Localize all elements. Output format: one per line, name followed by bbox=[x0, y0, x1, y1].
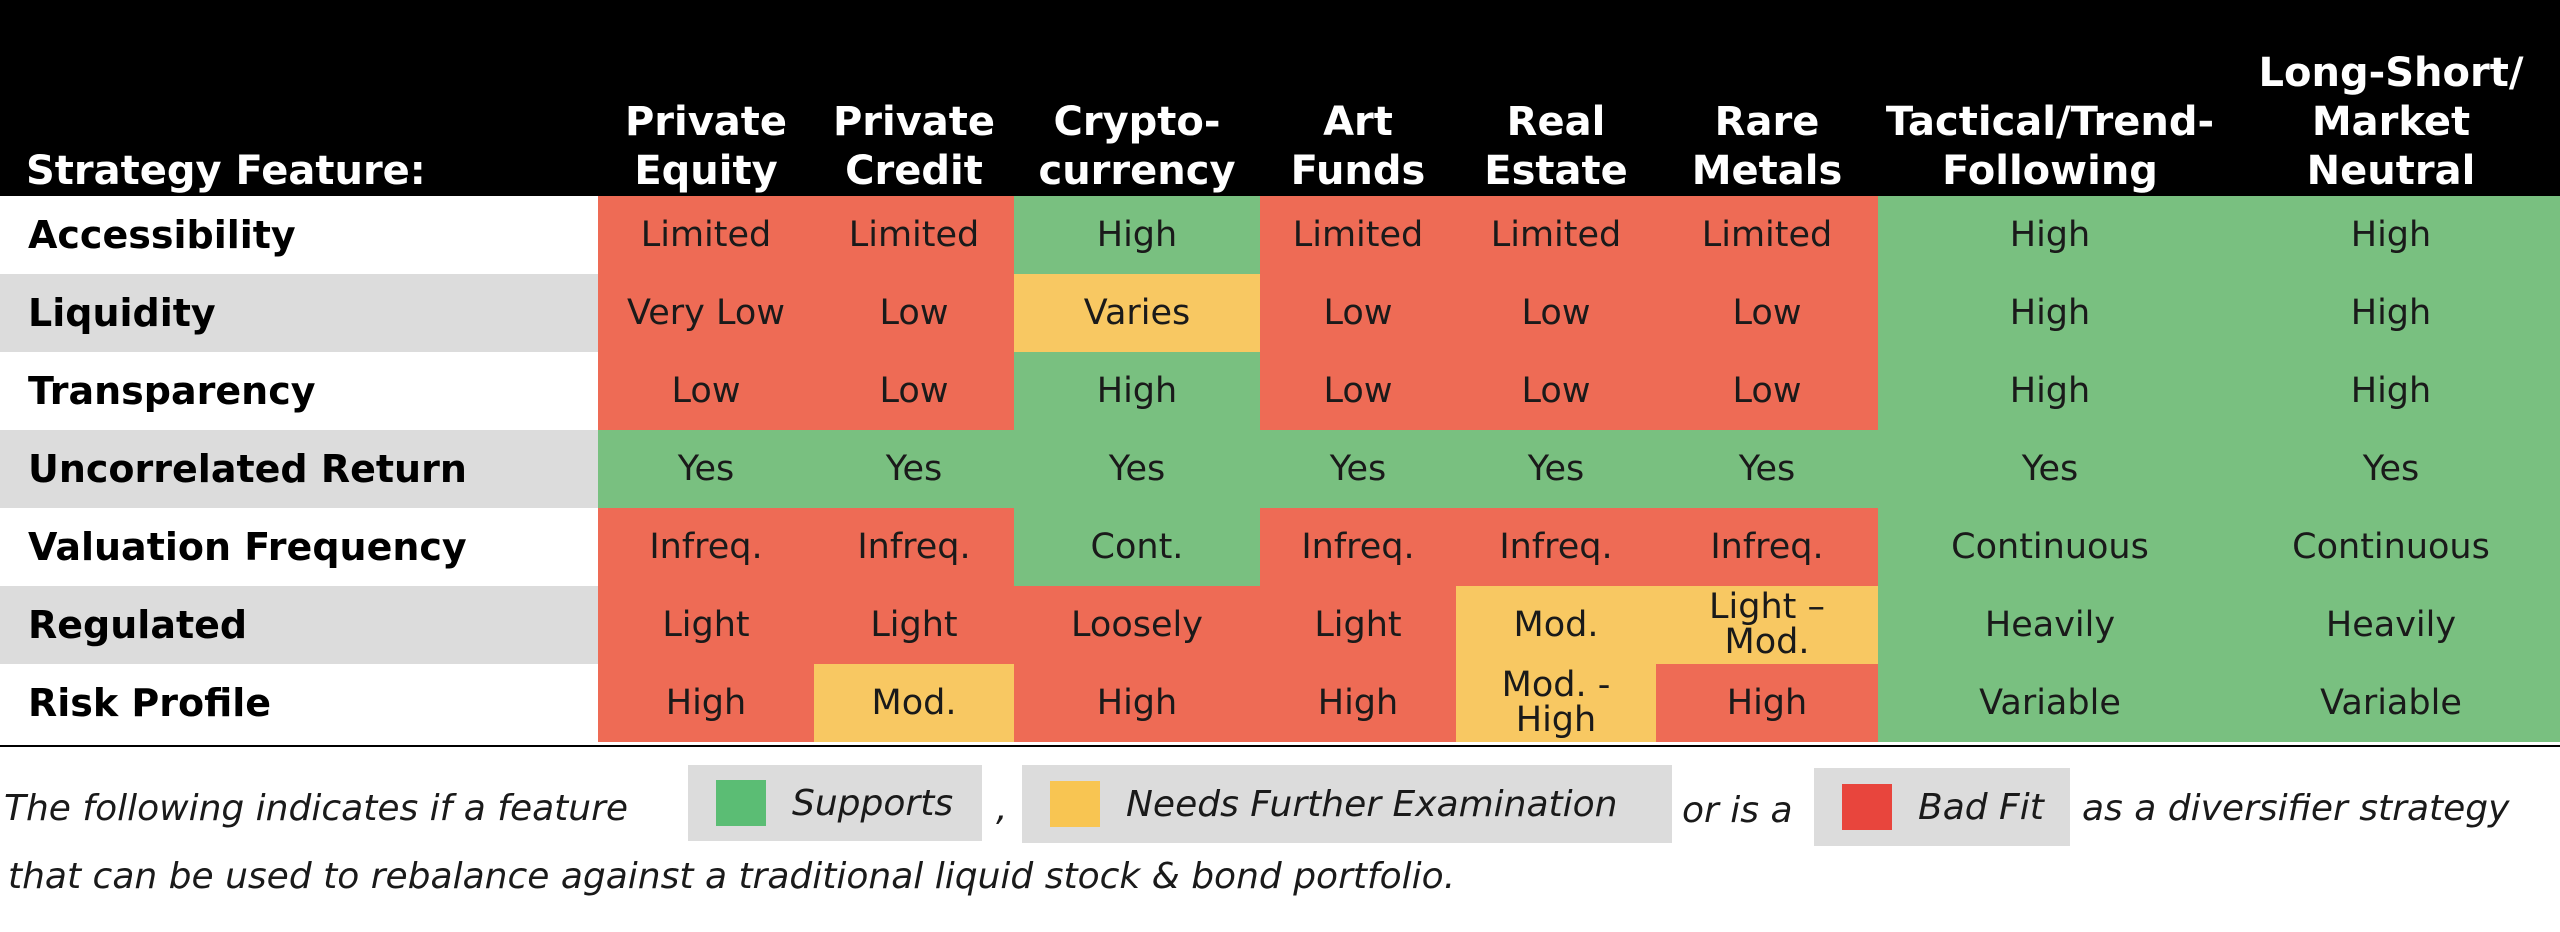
table-cell: Yes bbox=[1014, 430, 1260, 508]
table-cell: Light bbox=[598, 586, 814, 664]
column-header-private-equity: Private Equity bbox=[624, 99, 788, 194]
column-header-crypto-currency: Crypto- currency bbox=[1038, 99, 1236, 194]
row-label: Uncorrelated Return bbox=[0, 430, 598, 508]
table-cell: Yes bbox=[2222, 430, 2560, 508]
table-cell: Low bbox=[1260, 352, 1456, 430]
table-cell: High bbox=[1014, 352, 1260, 430]
table-cell: Yes bbox=[814, 430, 1014, 508]
supports-swatch bbox=[716, 780, 766, 826]
legend-comma: , bbox=[996, 788, 1008, 829]
table-cell: Infreq. bbox=[814, 508, 1014, 586]
table-cell: Low bbox=[1456, 352, 1656, 430]
table-cell: Loosely bbox=[1014, 586, 1260, 664]
column-header-rare-metals: Rare Metals bbox=[1691, 99, 1843, 194]
table-cell: Yes bbox=[1878, 430, 2222, 508]
table-cell: High bbox=[1260, 664, 1456, 742]
table-row: Valuation Frequency Infreq. Infreq. Cont. In… bbox=[0, 508, 2560, 586]
table-cell: High bbox=[1014, 664, 1260, 742]
table-cell: Yes bbox=[1456, 430, 1656, 508]
table-cell: Limited bbox=[1456, 196, 1656, 274]
table-row: Uncorrelated Return Yes Yes Yes Yes Yes Yes Yes… bbox=[0, 430, 2560, 508]
table-row: Liquidity Very Low Low Varies Low Low Low High H… bbox=[0, 274, 2560, 352]
table-cell: Heavily bbox=[1878, 586, 2222, 664]
legend-supports: Supports bbox=[688, 765, 982, 841]
table-cell: Low bbox=[1456, 274, 1656, 352]
table-cell: Very Low bbox=[598, 274, 814, 352]
table-cell: Cont. bbox=[1014, 508, 1260, 586]
table-cell: Low bbox=[1656, 352, 1878, 430]
table-cell: High bbox=[1014, 196, 1260, 274]
table-cell: Continuous bbox=[1878, 508, 2222, 586]
table-row: Regulated Light Light Loosely Light Mod. Light… bbox=[0, 586, 2560, 664]
table-cell: Infreq. bbox=[598, 508, 814, 586]
row-label: Transparency bbox=[0, 352, 598, 430]
column-header-tactical-trend-following: Tactical/Trend- Following bbox=[1885, 99, 2215, 194]
header-strategy-feature: Strategy Feature: bbox=[26, 148, 426, 194]
table-cell: Yes bbox=[598, 430, 814, 508]
table-cell: High bbox=[598, 664, 814, 742]
legend-examine-label: Needs Further Examination bbox=[1126, 783, 1618, 825]
table-header bbox=[0, 0, 2560, 196]
table-cell: Limited bbox=[598, 196, 814, 274]
table-bottom-rule bbox=[0, 745, 2560, 747]
table-cell: Variable bbox=[2222, 664, 2560, 742]
table-cell: Mod. bbox=[814, 664, 1014, 742]
legend-intro-text: The following indicates if a feature bbox=[4, 788, 629, 829]
table-cell: High bbox=[1656, 664, 1878, 742]
row-label: Valuation Frequency bbox=[0, 508, 598, 586]
column-header-long-short-market-neutral: Long-Short/ Market Neutral bbox=[2258, 50, 2524, 194]
table-cell: High bbox=[2222, 196, 2560, 274]
table-cell: Light bbox=[1260, 586, 1456, 664]
legend-or-is-a: or is a bbox=[1682, 790, 1793, 831]
table-cell: Low bbox=[598, 352, 814, 430]
table-row: Risk Profile High Mod. High High Mod. - High H… bbox=[0, 664, 2560, 742]
table-cell: Varies bbox=[1014, 274, 1260, 352]
table-cell: Continuous bbox=[2222, 508, 2560, 586]
row-label: Liquidity bbox=[0, 274, 598, 352]
table-cell: High bbox=[2222, 352, 2560, 430]
table-cell: Infreq. bbox=[1260, 508, 1456, 586]
column-header-art-funds: Art Funds bbox=[1290, 99, 1426, 194]
column-header-private-credit: Private Credit bbox=[832, 99, 996, 194]
table-cell: Infreq. bbox=[1656, 508, 1878, 586]
table-cell: Low bbox=[814, 352, 1014, 430]
table-cell: Low bbox=[1656, 274, 1878, 352]
needs-examination-swatch bbox=[1050, 781, 1100, 827]
table-row: Transparency Low Low High Low Low Low High High bbox=[0, 352, 2560, 430]
bad-fit-swatch bbox=[1842, 784, 1892, 830]
legend-supports-label: Supports bbox=[792, 782, 954, 824]
legend-needs-examination: Needs Further Examination bbox=[1022, 765, 1672, 843]
table-row: Accessibility Limited Limited High Limited Li… bbox=[0, 196, 2560, 274]
table-cell: High bbox=[2222, 274, 2560, 352]
table-cell: Mod. bbox=[1456, 586, 1656, 664]
table-cell: Yes bbox=[1260, 430, 1456, 508]
legend-line-2: that can be used to rebalance against a … bbox=[8, 856, 1456, 897]
legend-bad-fit: Bad Fit bbox=[1814, 768, 2070, 846]
table-cell: Limited bbox=[814, 196, 1014, 274]
table-cell: Yes bbox=[1656, 430, 1878, 508]
table-cell: Mod. - High bbox=[1456, 664, 1656, 742]
table-cell: Light bbox=[814, 586, 1014, 664]
table-cell: High bbox=[1878, 352, 2222, 430]
table-cell: Infreq. bbox=[1456, 508, 1656, 586]
table-cell: High bbox=[1878, 196, 2222, 274]
row-label: Regulated bbox=[0, 586, 598, 664]
legend-bad-label: Bad Fit bbox=[1918, 786, 2044, 828]
table-cell: Light – Mod. bbox=[1656, 586, 1878, 664]
row-label: Risk Profile bbox=[0, 664, 598, 742]
table-cell: Low bbox=[1260, 274, 1456, 352]
table-cell: Low bbox=[814, 274, 1014, 352]
column-header-real-estate: Real Estate bbox=[1484, 99, 1628, 194]
table-cell: High bbox=[1878, 274, 2222, 352]
legend-suffix: as a diversifier strategy bbox=[2082, 788, 2510, 829]
row-label: Accessibility bbox=[0, 196, 598, 274]
table-cell: Variable bbox=[1878, 664, 2222, 742]
table-cell: Heavily bbox=[2222, 586, 2560, 664]
table-cell: Limited bbox=[1260, 196, 1456, 274]
table-cell: Limited bbox=[1656, 196, 1878, 274]
